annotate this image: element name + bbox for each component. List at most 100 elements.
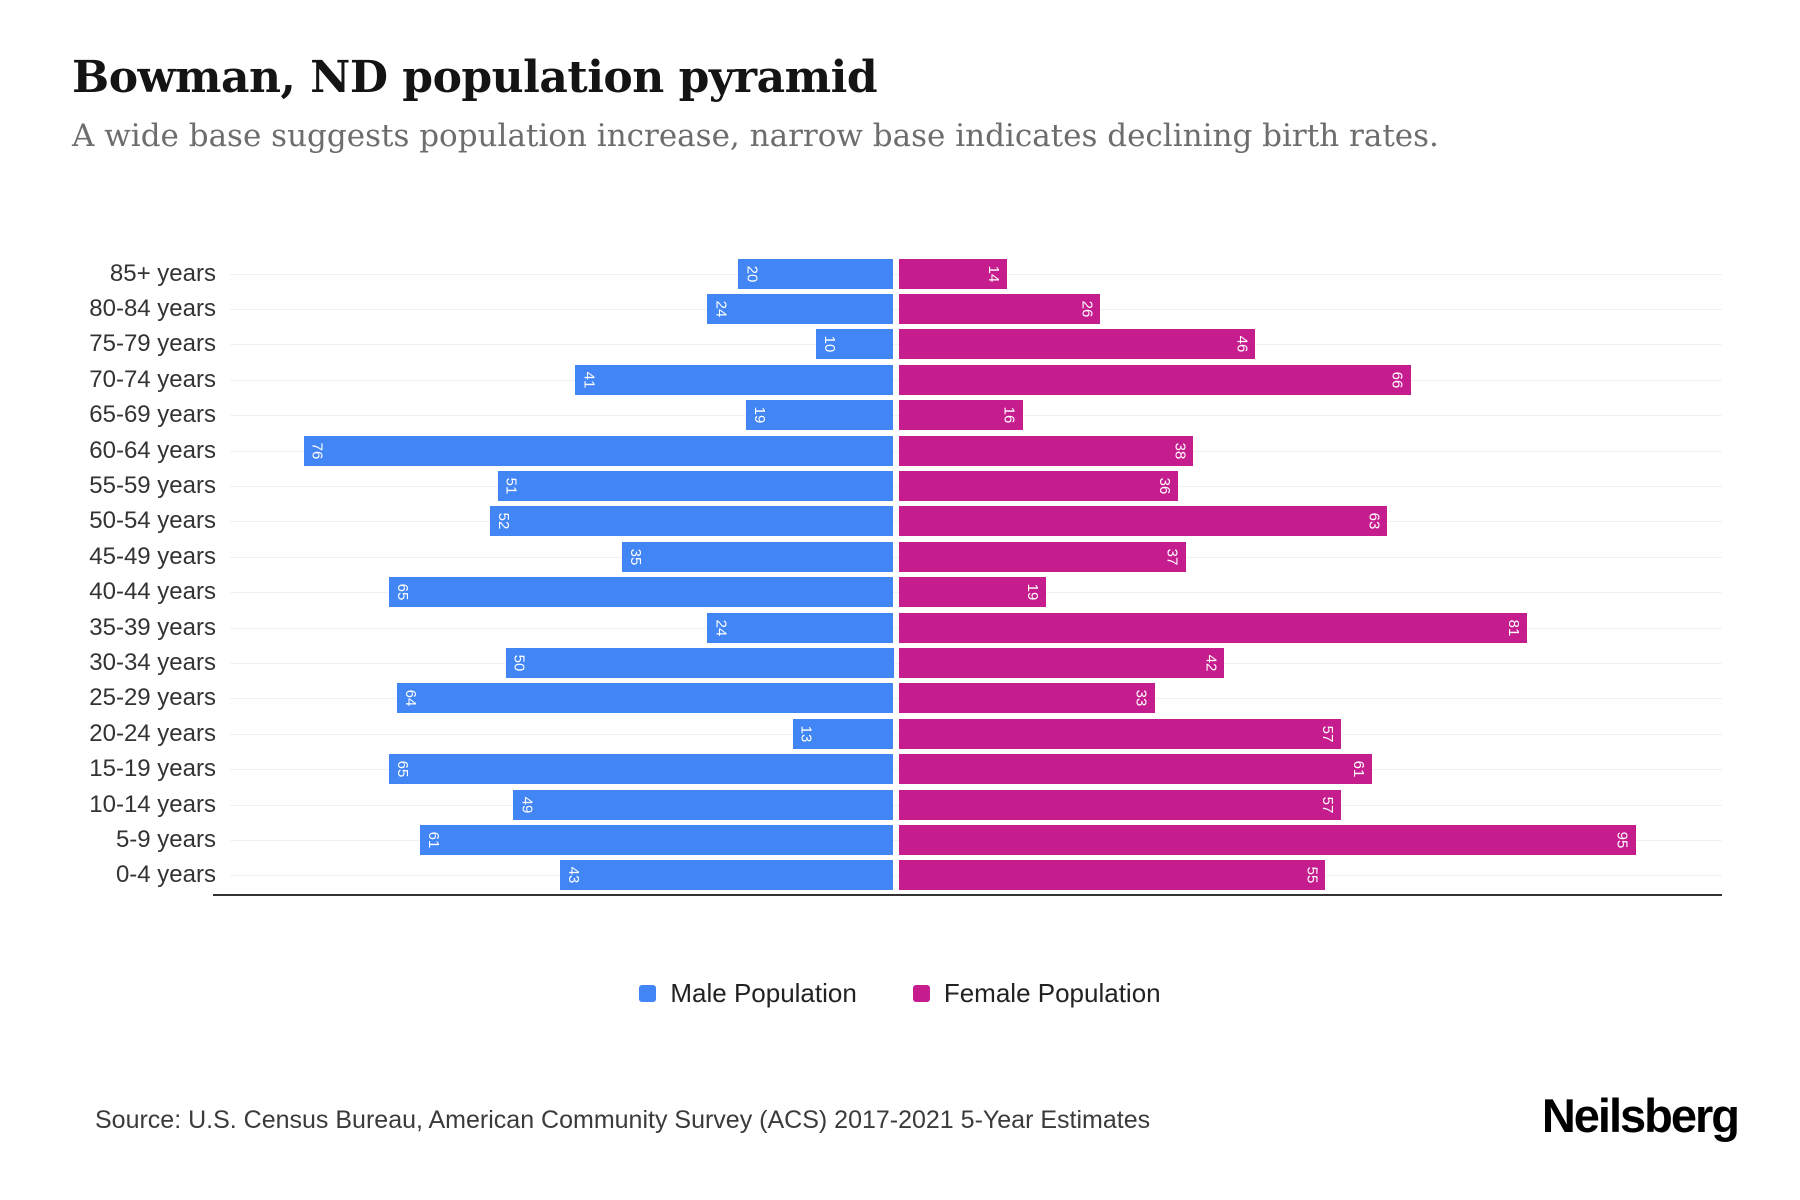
female-bar[interactable]: 38 [898, 435, 1194, 466]
age-row: 15-19 years 65 61 [62, 751, 1722, 786]
bar-value-label: 19 [1023, 583, 1041, 601]
female-bar[interactable]: 95 [898, 824, 1636, 855]
female-bar[interactable]: 33 [898, 683, 1155, 714]
male-bar[interactable]: 19 [746, 400, 894, 431]
bar-value-label: 95 [1613, 831, 1631, 849]
male-bar[interactable]: 24 [707, 294, 894, 325]
male-bar[interactable]: 43 [559, 860, 894, 891]
row-plot: 51 36 [230, 468, 1722, 503]
row-plot: 65 61 [230, 751, 1722, 786]
female-bar[interactable]: 37 [898, 541, 1186, 572]
male-bar[interactable]: 41 [575, 364, 894, 395]
legend-label: Male Population [670, 978, 857, 1008]
row-plot: 76 38 [230, 433, 1722, 468]
legend-item[interactable]: Male Population [639, 978, 857, 1009]
bar-value-label: 13 [797, 725, 815, 743]
age-label: 80-84 years [89, 295, 216, 323]
pyramid-rows: 85+ years 20 14 80-84 years 24 26 75-79 years 1… [62, 256, 1722, 893]
age-label: 10-14 years [89, 790, 216, 818]
age-label: 75-79 years [89, 330, 216, 358]
row-plot: 52 63 [230, 504, 1722, 539]
female-bar[interactable]: 57 [898, 789, 1341, 820]
bar-value-label: 50 [510, 654, 528, 672]
bar-value-label: 10 [820, 336, 838, 353]
age-row: 80-84 years 24 26 [62, 291, 1722, 326]
bar-value-label: 24 [712, 300, 730, 318]
legend-item[interactable]: Female Population [912, 978, 1161, 1009]
row-plot: 24 81 [230, 610, 1722, 645]
male-bar[interactable]: 13 [792, 718, 894, 749]
bar-value-label: 57 [1318, 725, 1336, 743]
age-row: 20-24 years 13 57 [62, 716, 1722, 751]
age-row: 75-79 years 10 46 [62, 327, 1722, 362]
bar-value-label: 49 [518, 796, 536, 813]
female-bar[interactable]: 66 [898, 364, 1411, 395]
bar-value-label: 43 [564, 866, 582, 884]
age-row: 0-4 years 43 55 [62, 858, 1722, 893]
row-plot: 64 33 [230, 681, 1722, 716]
bar-value-label: 24 [712, 619, 730, 636]
bar-value-label: 46 [1233, 336, 1251, 353]
male-bar[interactable]: 35 [621, 541, 894, 572]
age-row: 50-54 years 52 63 [62, 504, 1722, 539]
female-bar[interactable]: 16 [898, 400, 1023, 431]
bar-value-label: 63 [1365, 513, 1383, 530]
male-bar[interactable]: 10 [815, 329, 894, 360]
legend: Male Population Female Population [0, 978, 1800, 1009]
female-bar[interactable]: 19 [898, 577, 1046, 608]
female-bar[interactable]: 81 [898, 612, 1528, 643]
female-bar[interactable]: 61 [898, 754, 1372, 785]
bar-value-label: 41 [580, 371, 598, 389]
age-label: 65-69 years [89, 401, 216, 429]
bar-value-label: 20 [743, 265, 761, 283]
age-row: 60-64 years 76 38 [62, 433, 1722, 468]
age-label: 25-29 years [89, 684, 216, 712]
male-bar[interactable]: 76 [303, 435, 894, 466]
population-pyramid-chart: 85+ years 20 14 80-84 years 24 26 75-79 years 1… [62, 256, 1722, 897]
female-bar[interactable]: 46 [898, 329, 1256, 360]
bar-value-label: 26 [1078, 300, 1096, 318]
male-bar[interactable]: 51 [497, 471, 894, 502]
bar-value-label: 42 [1202, 654, 1220, 672]
bar-value-label: 38 [1171, 442, 1189, 459]
male-bar[interactable]: 65 [389, 577, 894, 608]
age-label: 30-34 years [89, 648, 216, 676]
row-plot: 41 66 [230, 362, 1722, 397]
age-row: 10-14 years 49 57 [62, 787, 1722, 822]
male-bar[interactable]: 20 [738, 258, 894, 289]
bar-value-label: 55 [1303, 866, 1321, 884]
female-bar[interactable]: 14 [898, 258, 1008, 289]
female-bar[interactable]: 26 [898, 294, 1101, 325]
male-bar[interactable]: 50 [505, 647, 894, 678]
row-plot: 49 57 [230, 787, 1722, 822]
bar-value-label: 14 [985, 265, 1003, 283]
female-bar[interactable]: 57 [898, 718, 1341, 749]
male-bar[interactable]: 64 [396, 683, 894, 714]
age-label: 0-4 years [115, 861, 216, 889]
age-label: 45-49 years [89, 542, 216, 570]
male-bar[interactable]: 49 [513, 789, 894, 820]
row-plot: 65 19 [230, 575, 1722, 610]
bar-value-label: 16 [1000, 406, 1018, 424]
female-bar[interactable]: 36 [898, 471, 1178, 502]
bar-value-label: 76 [308, 442, 326, 459]
bar-value-label: 65 [394, 583, 412, 601]
brand-logo: Neilsberg [1541, 1089, 1740, 1142]
male-bar[interactable]: 65 [389, 754, 894, 785]
female-bar[interactable]: 55 [898, 860, 1326, 891]
row-plot: 24 26 [230, 291, 1722, 326]
row-plot: 19 16 [230, 398, 1722, 433]
male-bar[interactable]: 52 [489, 506, 894, 537]
age-label: 85+ years [109, 259, 216, 287]
female-bar[interactable]: 42 [898, 647, 1225, 678]
age-label: 20-24 years [89, 719, 216, 747]
row-plot: 35 37 [230, 539, 1722, 574]
female-bar[interactable]: 63 [898, 506, 1388, 537]
age-row: 30-34 years 50 42 [62, 645, 1722, 680]
male-bar[interactable]: 61 [420, 824, 894, 855]
age-row: 35-39 years 24 81 [62, 610, 1722, 645]
bar-value-label: 66 [1388, 371, 1406, 389]
age-label: 15-19 years [89, 755, 216, 783]
male-bar[interactable]: 24 [707, 612, 894, 643]
